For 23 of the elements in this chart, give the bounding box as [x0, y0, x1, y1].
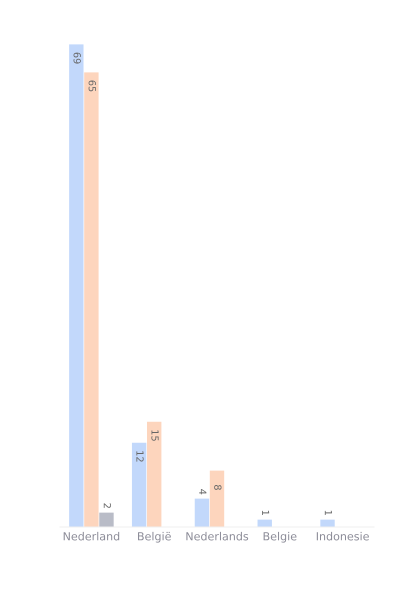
data-label: 12: [136, 451, 144, 462]
bar: [194, 498, 210, 527]
x-tick-label: Belgie: [264, 532, 296, 543]
x-tick-label: Indonesie: [316, 532, 369, 540]
data-label: 1: [324, 510, 332, 515]
data-label: 69: [74, 52, 81, 64]
data-label: 65: [88, 80, 96, 92]
bar: [69, 44, 84, 527]
data-label: 4: [199, 489, 206, 494]
bar: [320, 520, 335, 527]
x-tick-label: Nederlands: [186, 532, 248, 540]
bar: [99, 512, 114, 527]
data-label: 2: [104, 503, 112, 508]
data-label: 15: [151, 430, 159, 441]
bar: [84, 72, 99, 527]
bar: [258, 520, 272, 527]
bar: [210, 470, 224, 527]
data-label: 8: [214, 485, 222, 490]
bar: [132, 442, 146, 527]
data-label: 1: [262, 510, 270, 515]
x-tick-label: België: [138, 532, 171, 543]
bar: [147, 422, 162, 527]
x-tick-label: Nederland: [64, 532, 120, 540]
